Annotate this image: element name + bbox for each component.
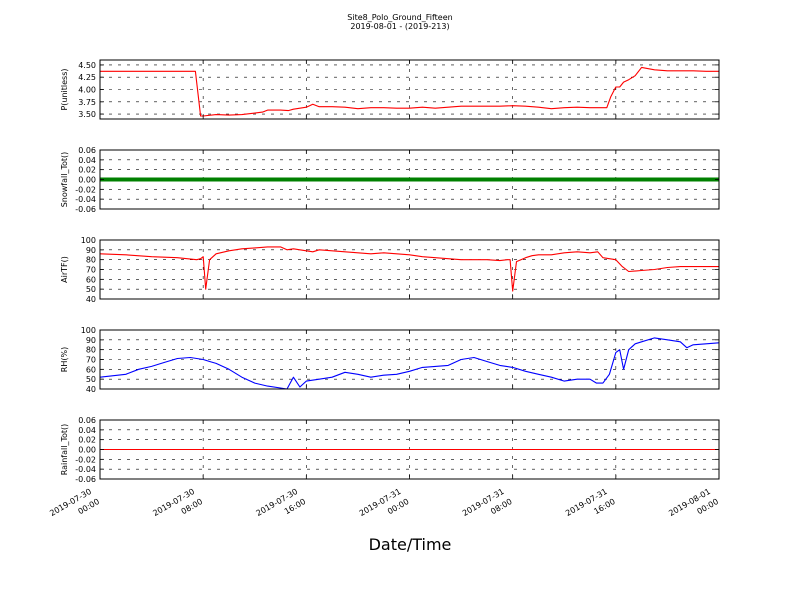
y-axis-label: Rainfall_Tot()	[60, 424, 69, 476]
y-tick-label: 100	[81, 236, 96, 245]
x-axis-label: Date/Time	[369, 535, 452, 554]
y-tick-label: 0.02	[78, 166, 96, 175]
y-tick-label: 0.04	[78, 426, 96, 435]
panel-1: 3.50 3.75 4.00 4.25 4.50 P(unitless)	[60, 59, 720, 120]
y-tick-label: 80	[86, 346, 96, 355]
chart-subtitle: 2019-08-01 - (2019-213)	[350, 22, 449, 31]
y-axis-label: RH(%)	[60, 347, 69, 372]
y-tick-label: 4.50	[78, 61, 96, 70]
series-line	[99, 246, 719, 292]
y-axis-label: P(unitless)	[60, 68, 69, 110]
y-tick-label: 70	[86, 356, 96, 365]
y-axis-label: AirTF()	[60, 256, 69, 283]
y-tick-label: 0.04	[78, 156, 96, 165]
y-tick-label: 40	[86, 295, 96, 304]
panel-2: -0.06-0.04-0.020.000.020.040.06 Snowfall_…	[60, 146, 720, 214]
y-tick-label: 70	[86, 266, 96, 275]
y-tick-label: 4.25	[78, 73, 96, 82]
y-tick-label: 90	[86, 246, 96, 255]
y-tick-label: 60	[86, 365, 96, 374]
chart-title: Site8_Polo_Ground_Fifteen	[347, 13, 452, 22]
series-line	[99, 337, 720, 390]
y-tick-label: -0.02	[75, 185, 96, 194]
y-tick-label: 0.06	[78, 416, 96, 425]
y-tick-label: 100	[81, 326, 96, 335]
y-tick-label: 4.00	[78, 86, 96, 95]
y-tick-label: 90	[86, 336, 96, 345]
y-tick-label: -0.04	[75, 465, 96, 474]
y-tick-label: 0.02	[78, 436, 96, 445]
y-tick-label: 80	[86, 256, 96, 265]
y-tick-label: -0.04	[75, 195, 96, 204]
y-tick-label: 0.06	[78, 146, 96, 155]
y-tick-label: 0.00	[78, 446, 96, 455]
y-tick-label: 40	[86, 385, 96, 394]
series-line	[100, 66, 719, 117]
panel-5: -0.06-0.04-0.020.000.020.040.06 Rainfall_…	[60, 416, 720, 484]
y-tick-label: 3.75	[78, 98, 96, 107]
y-tick-label: 50	[86, 285, 96, 294]
y-tick-label: 0.00	[78, 176, 96, 185]
y-tick-label: 60	[86, 275, 96, 284]
y-axis-label: Snowfall_Tot()	[60, 152, 69, 208]
panels: 3.503.754.004.254.50P(unitless)-0.06-0.0…	[60, 59, 720, 484]
y-tick-label: 50	[86, 375, 96, 384]
y-tick-label: 3.50	[78, 110, 96, 119]
y-tick-label: -0.06	[75, 475, 96, 484]
y-tick-label: -0.02	[75, 455, 96, 464]
y-tick-label: -0.06	[75, 205, 96, 214]
